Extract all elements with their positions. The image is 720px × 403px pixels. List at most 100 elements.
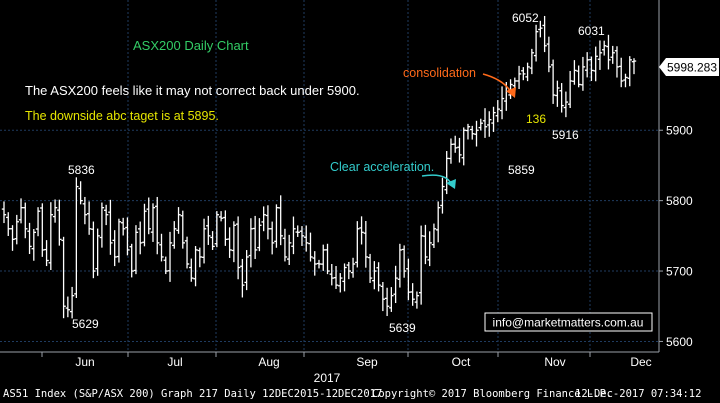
price-bar <box>172 221 177 249</box>
price-bar <box>10 225 15 251</box>
price-bar <box>138 221 143 255</box>
price-bar <box>82 196 88 225</box>
price-bar <box>384 287 390 317</box>
price-bar <box>525 62 530 82</box>
y-tick-label: 5600 <box>666 335 693 349</box>
price-bar <box>197 247 203 268</box>
price-bar <box>295 225 300 237</box>
price-bar <box>597 40 603 70</box>
x-tick-label: Dec <box>630 355 651 369</box>
price-bar <box>393 265 398 304</box>
price-bar <box>572 60 577 85</box>
price-bar <box>397 243 403 288</box>
price-bar <box>389 287 394 312</box>
price-bar <box>159 233 164 262</box>
price-bar <box>444 151 449 195</box>
annotation-high-5836: 5836 <box>68 163 95 177</box>
price-bar <box>91 221 96 279</box>
price-bar <box>563 91 569 118</box>
price-bar <box>206 215 211 245</box>
price-bar <box>482 108 488 138</box>
price-bar <box>150 203 156 242</box>
price-bar <box>359 216 364 245</box>
price-bar <box>631 58 637 75</box>
price-bar <box>265 205 271 240</box>
price-bar <box>218 211 224 222</box>
price-bar <box>146 197 151 235</box>
price-bar <box>346 261 351 280</box>
price-bar <box>142 203 147 247</box>
annotation-low-5639: 5639 <box>389 321 416 335</box>
price-bar <box>312 251 317 276</box>
price-bar <box>559 83 564 113</box>
price-bar <box>453 135 458 153</box>
callout-acceleration-arrow <box>421 174 456 189</box>
footer-left: AS51 Index (S&P/ASX 200) Graph 217 Daily… <box>3 388 383 400</box>
price-bar <box>52 199 58 223</box>
price-bar <box>261 206 266 232</box>
price-bar <box>210 231 215 250</box>
annotation-range-136: 136 <box>526 112 546 126</box>
price-bar <box>74 177 79 299</box>
price-bar <box>589 56 594 81</box>
price-bar <box>193 246 198 287</box>
price-bar <box>401 245 407 278</box>
price-bar <box>176 207 181 234</box>
price-bar <box>44 240 49 267</box>
price-bar <box>201 218 207 264</box>
watermark-box: info@marketmatters.com.au <box>484 312 653 332</box>
price-bar <box>189 258 194 282</box>
price-bar <box>423 224 428 265</box>
price-bar <box>418 225 424 305</box>
price-bar <box>257 218 262 252</box>
annotation-low-5916: 5916 <box>552 128 579 142</box>
price-bar <box>533 24 539 62</box>
plot-frame <box>0 0 660 353</box>
commentary-line-2: The downside abc taget is at 5895. <box>25 109 219 123</box>
x-tick-label: Sep <box>356 355 378 369</box>
price-bar <box>602 40 607 56</box>
price-bar <box>299 226 305 246</box>
price-bar <box>470 125 475 140</box>
price-bar <box>555 80 560 107</box>
price-bar <box>487 111 492 137</box>
price-bar <box>287 234 292 265</box>
price-bar <box>155 196 160 255</box>
price-bar <box>227 227 232 258</box>
price-bar <box>338 273 343 293</box>
price-bar <box>367 253 373 283</box>
price-bar <box>474 120 479 147</box>
last-price-tag: 5998.283 <box>659 58 719 76</box>
price-bar <box>120 217 126 236</box>
price-bar <box>108 199 113 255</box>
watermark-text: info@marketmatters.com.au <box>493 316 644 330</box>
y-tick-label: 5900 <box>666 124 693 138</box>
price-bars <box>1 15 637 319</box>
price-bar <box>48 202 54 271</box>
price-bar <box>576 65 581 88</box>
price-bar <box>499 86 505 120</box>
price-bar <box>427 231 432 267</box>
annotation-low-5629: 5629 <box>72 317 99 331</box>
price-bar <box>580 56 586 91</box>
price-bar <box>27 222 32 255</box>
price-bar <box>491 106 496 132</box>
price-bar <box>125 217 130 256</box>
price-bar <box>103 204 109 226</box>
price-bar <box>435 201 441 243</box>
price-bar <box>235 216 241 280</box>
price-bar <box>180 210 185 249</box>
price-bar <box>342 263 347 292</box>
price-bar <box>78 181 83 205</box>
price-bar <box>350 257 356 278</box>
price-bar <box>495 100 500 123</box>
price-bar <box>542 15 547 53</box>
price-bar <box>223 210 228 246</box>
price-bar <box>18 198 24 224</box>
price-bar <box>248 218 254 268</box>
annotation-low-5859: 5859 <box>508 163 535 177</box>
price-bar <box>321 244 326 271</box>
x-tick-label: Oct <box>452 355 471 369</box>
